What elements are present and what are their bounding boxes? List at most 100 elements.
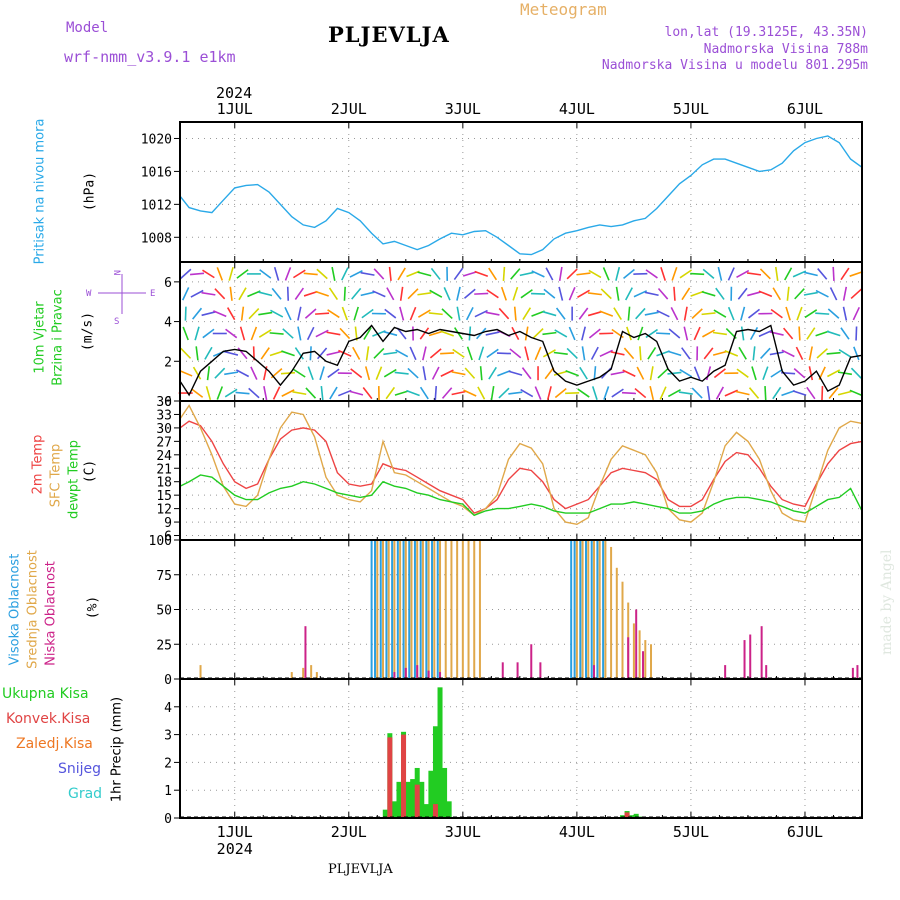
- wind-arrow: [373, 347, 385, 359]
- bar-visoka-oblacnost: [385, 540, 388, 679]
- bar-srednja-oblacnost: [592, 540, 595, 679]
- page-title: PLJEVLJA: [328, 22, 450, 47]
- wind-arrow: [690, 290, 705, 297]
- wind-arrow: [808, 366, 814, 381]
- year-top-label: 2024: [216, 84, 253, 102]
- wind-arrow: [581, 346, 586, 361]
- wind-arrow: [827, 369, 841, 378]
- wind-arrow: [774, 266, 779, 281]
- wind-arrow: [309, 346, 312, 361]
- wind-arrow: [213, 310, 227, 318]
- wind-arrow: [248, 308, 260, 320]
- wind-arrow: [316, 347, 328, 360]
- wind-arrow: [502, 266, 506, 281]
- wind-arrow: [849, 270, 864, 277]
- bar-visoka-oblacnost: [413, 540, 416, 679]
- wind-arrow: [599, 310, 614, 317]
- wind-arrow: [328, 287, 339, 301]
- bar-niska-oblacnost: [516, 662, 519, 679]
- wind-arrow: [419, 386, 429, 400]
- wind-arrow: [627, 306, 631, 321]
- wind-arrow: [304, 308, 317, 319]
- bar-ukupna-kisa: [396, 781, 402, 818]
- bar-ukupna-kisa: [419, 781, 425, 818]
- wind-arrow: [747, 291, 761, 297]
- bar-srednja-oblacnost: [444, 540, 447, 679]
- wind-arrow: [224, 388, 238, 398]
- wind-arrow: [343, 286, 346, 301]
- wind-arrow: [485, 331, 500, 336]
- wind-arrow: [808, 346, 813, 361]
- wind-arrow: [353, 306, 359, 321]
- bar-srednja-oblacnost: [387, 540, 390, 679]
- wind-arrow: [748, 308, 761, 319]
- tick-label-y: 1020: [141, 132, 172, 147]
- bar-srednja-oblacnost: [393, 540, 396, 679]
- wind-arrow: [759, 268, 771, 280]
- wind-arrow: [406, 389, 420, 397]
- wind-arrow: [705, 366, 712, 381]
- day-label-bottom: 2JUL: [331, 823, 367, 841]
- bar-srednja-oblacnost: [581, 540, 584, 679]
- bar-visoka-oblacnost: [573, 540, 576, 679]
- wind-arrow: [512, 286, 519, 301]
- wind-arrow: [671, 267, 678, 281]
- wind-arrow: [568, 287, 576, 301]
- wind-arrow: [542, 349, 556, 358]
- wind-arrow: [615, 286, 620, 301]
- wind-arrow: [259, 269, 272, 279]
- wind-arrow: [532, 328, 544, 339]
- wind-arrow: [760, 347, 771, 360]
- wind-arrow: [201, 311, 216, 317]
- wind-arrow: [758, 329, 773, 338]
- wind-arrow: [735, 390, 750, 396]
- wind-arrow: [762, 366, 769, 381]
- wind-arrow: [281, 389, 295, 397]
- wind-arrow: [315, 312, 330, 315]
- wind-arrow: [752, 346, 756, 361]
- meteogram-label: Meteogram: [520, 0, 607, 19]
- wind-arrow: [736, 368, 749, 378]
- wind-arrow: [331, 266, 336, 281]
- bar-srednja-oblacnost: [604, 540, 607, 679]
- wind-arrow: [204, 346, 213, 360]
- wind-arrow: [263, 386, 268, 401]
- wind-arrow: [565, 369, 579, 377]
- bar-niska-oblacnost: [724, 665, 727, 679]
- wind-arrow: [600, 288, 612, 300]
- series-line-dewpt-temp: [179, 474, 863, 517]
- series-line-sfc-temp: [179, 404, 863, 526]
- wind-arrow: [440, 330, 454, 337]
- tick-label-y: 25: [156, 638, 172, 653]
- footer-station-label: PLJEVLJA: [328, 862, 393, 877]
- wind-arrow: [610, 371, 625, 376]
- wind-arrow: [229, 286, 233, 301]
- bar-niska-oblacnost: [439, 672, 442, 679]
- wind-arrow: [660, 267, 667, 281]
- wind-arrow: [587, 310, 602, 317]
- wind-arrow: [702, 268, 715, 280]
- wind-arrow: [224, 350, 239, 356]
- bar-srednja-oblacnost: [467, 540, 470, 679]
- bar-srednja-oblacnost: [621, 581, 624, 679]
- tick-label-y: 4: [164, 701, 172, 716]
- wind-arrow: [795, 346, 804, 360]
- wind-arrow: [715, 386, 725, 400]
- wind-arrow: [341, 306, 348, 321]
- wind-arrow: [770, 368, 784, 378]
- bar-niska-oblacnost: [304, 626, 307, 679]
- wind-arrow: [727, 306, 735, 321]
- wind-arrow: [361, 308, 374, 319]
- compass-e-label: E: [150, 289, 155, 299]
- bar-visoka-oblacnost: [408, 540, 411, 679]
- wind-arrow: [326, 331, 341, 336]
- wind-arrow: [849, 389, 864, 397]
- bar-srednja-oblacnost: [315, 672, 318, 679]
- wind-arrow: [590, 346, 599, 360]
- wind-arrow: [683, 326, 689, 341]
- wind-arrow: [180, 347, 192, 359]
- day-label-bottom: 6JUL: [787, 823, 823, 841]
- wind-arrow: [192, 307, 203, 320]
- wind-arrow: [375, 366, 383, 380]
